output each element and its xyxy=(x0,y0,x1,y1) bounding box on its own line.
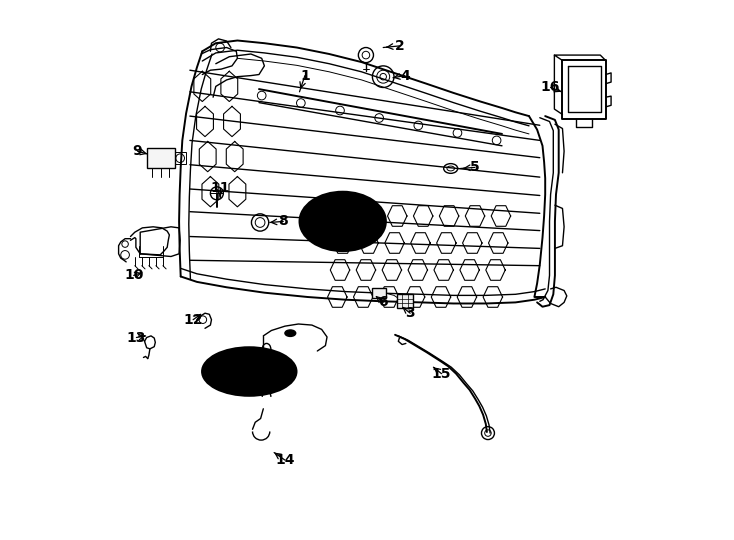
Bar xyxy=(175,152,186,164)
Text: 15: 15 xyxy=(432,367,451,381)
Ellipse shape xyxy=(285,330,296,336)
Text: Ford: Ford xyxy=(233,365,265,378)
Text: 4: 4 xyxy=(400,69,410,83)
Text: 3: 3 xyxy=(405,306,415,320)
Text: 1: 1 xyxy=(300,69,310,83)
Text: 8: 8 xyxy=(278,214,288,228)
Text: 7: 7 xyxy=(257,360,266,374)
Ellipse shape xyxy=(202,347,297,396)
Text: 5: 5 xyxy=(470,160,480,174)
Bar xyxy=(372,288,386,298)
Text: 14: 14 xyxy=(275,453,294,467)
Text: 13: 13 xyxy=(127,330,146,345)
Text: 16: 16 xyxy=(541,80,560,94)
Text: 12: 12 xyxy=(184,313,203,327)
Bar xyxy=(396,294,413,308)
Text: 2: 2 xyxy=(395,39,404,53)
Text: 11: 11 xyxy=(211,181,230,195)
Text: 9: 9 xyxy=(133,144,142,158)
Bar xyxy=(147,148,175,168)
Text: 6: 6 xyxy=(379,295,388,309)
Text: 10: 10 xyxy=(124,268,143,282)
Ellipse shape xyxy=(299,192,386,251)
